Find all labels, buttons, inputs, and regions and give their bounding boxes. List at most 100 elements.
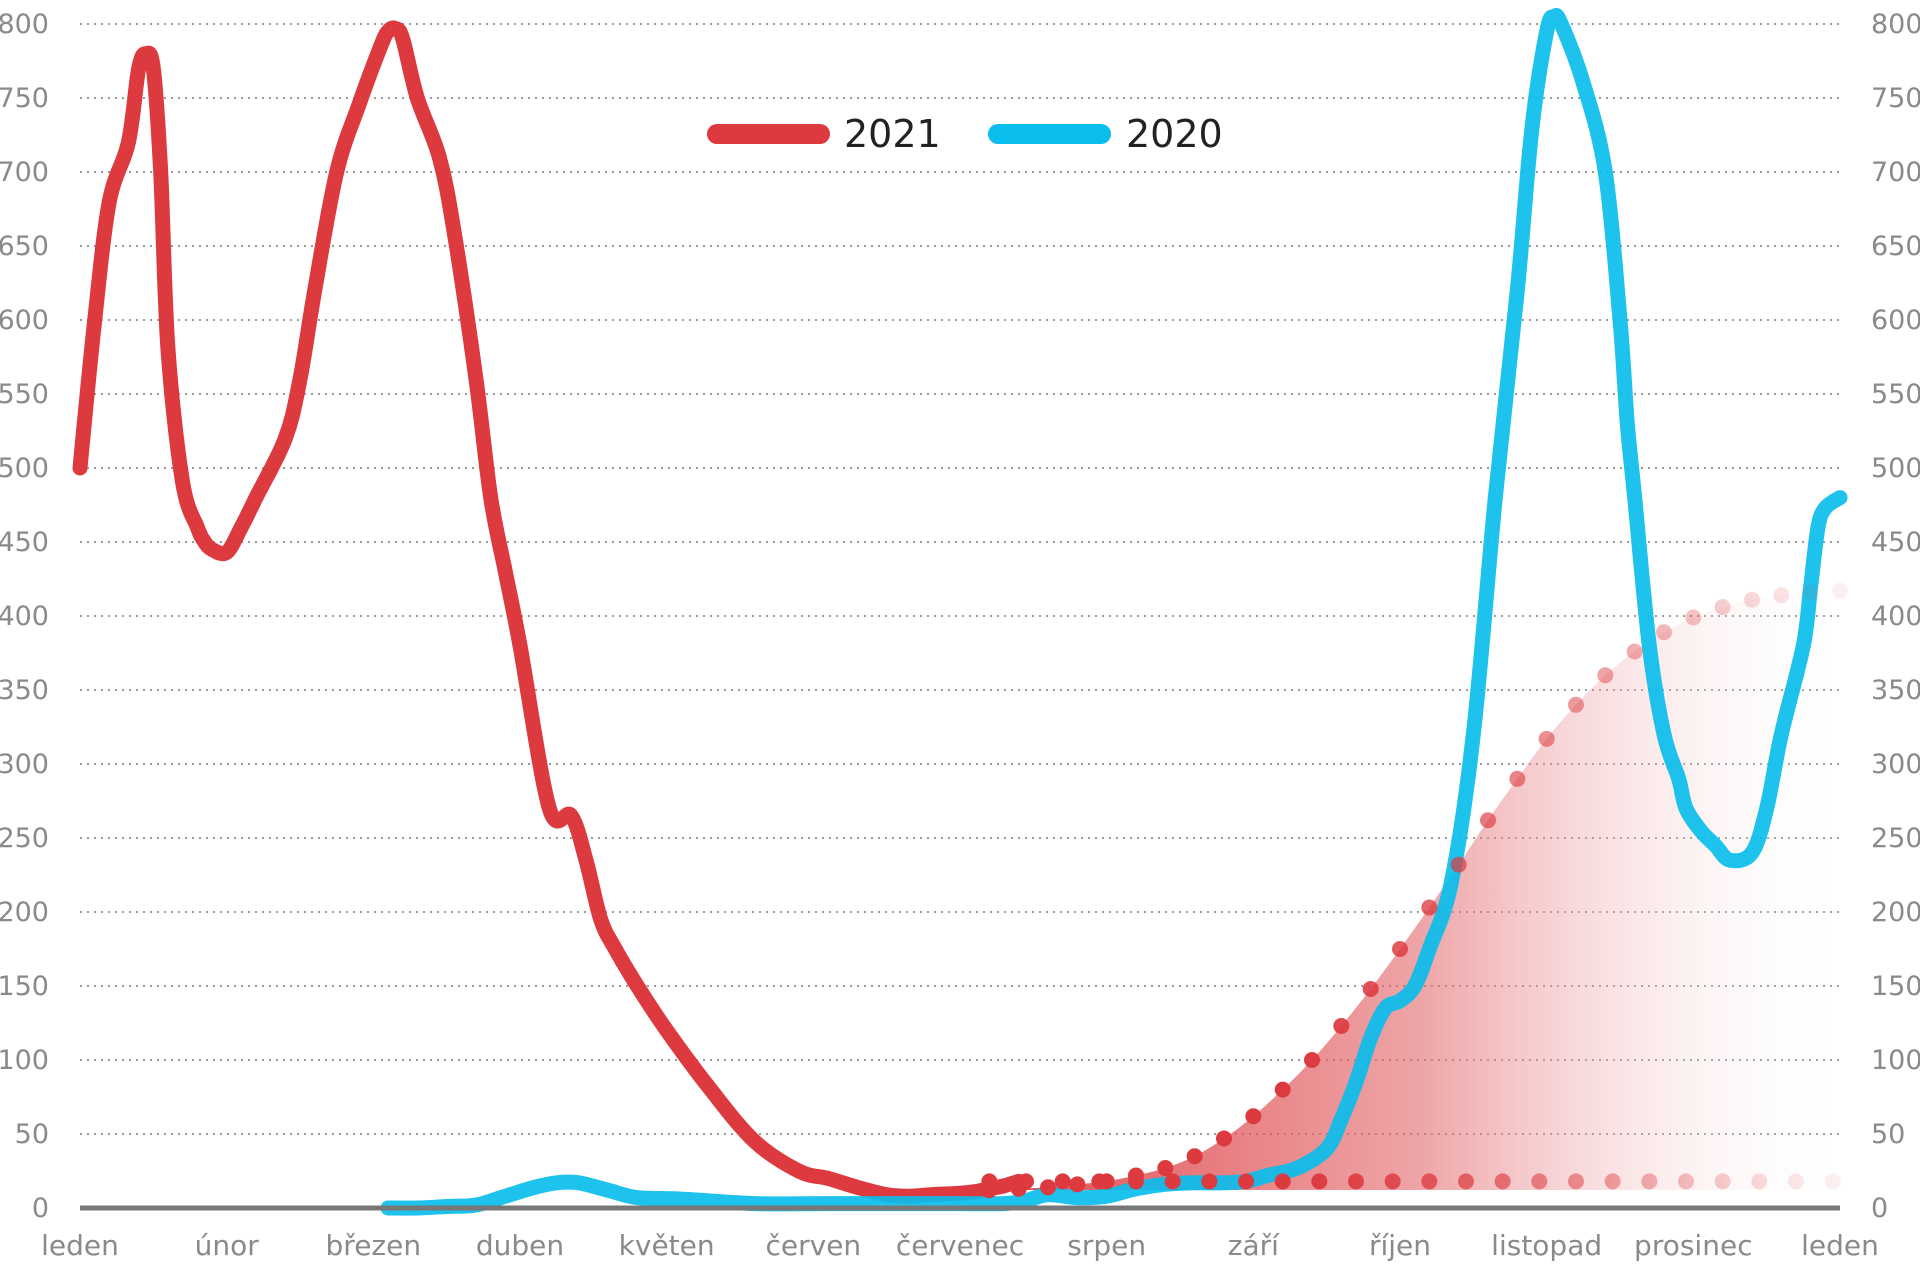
x-tick-label: červen bbox=[765, 1229, 861, 1262]
projection-dot bbox=[1538, 730, 1555, 747]
y-tick-label-right: 400 bbox=[1871, 601, 1920, 632]
projection-dot bbox=[1802, 584, 1819, 601]
baseline-dot bbox=[1494, 1173, 1511, 1190]
y-axis-right: 0 50 100 150 200 250 300 350 400 450 500 550 600 650 7… bbox=[1871, 9, 1920, 1224]
projection-dot bbox=[1744, 591, 1760, 608]
projection-dot bbox=[1098, 1173, 1115, 1190]
projection-dot bbox=[1010, 1180, 1027, 1197]
x-tick-label: březen bbox=[326, 1229, 422, 1262]
x-axis: leden únor březen duben květen červen červenec… bbox=[41, 1229, 1879, 1262]
baseline-dot bbox=[1458, 1173, 1474, 1190]
y-tick-label-left: 100 bbox=[0, 1045, 49, 1076]
baseline-dot bbox=[1054, 1173, 1071, 1190]
projection-dot bbox=[1333, 1017, 1350, 1034]
y-tick-label-left: 550 bbox=[0, 379, 49, 410]
baseline-dot bbox=[1421, 1173, 1438, 1190]
x-tick-label: leden bbox=[41, 1229, 119, 1262]
y-tick-label-right: 450 bbox=[1871, 527, 1920, 558]
projection-dot bbox=[1597, 667, 1614, 684]
y-tick-label-left: 200 bbox=[0, 897, 49, 928]
y-tick-label-right: 800 bbox=[1871, 9, 1920, 40]
series-line-2021 bbox=[72, 20, 1027, 1204]
y-tick-label-right: 0 bbox=[1871, 1193, 1888, 1224]
y-tick-label-left: 350 bbox=[0, 675, 49, 706]
y-tick-label-right: 650 bbox=[1871, 231, 1920, 262]
y-tick-label-right: 700 bbox=[1871, 157, 1920, 188]
projection-dot bbox=[981, 1182, 998, 1199]
y-tick-label-left: 500 bbox=[0, 453, 49, 484]
x-tick-label: prosinec bbox=[1634, 1229, 1753, 1262]
y-tick-label-left: 750 bbox=[0, 83, 49, 114]
baseline-dot bbox=[1604, 1173, 1621, 1190]
y-tick-label-right: 600 bbox=[1871, 305, 1920, 336]
baseline-dot bbox=[1714, 1173, 1731, 1190]
y-tick-label-left: 800 bbox=[0, 9, 49, 40]
baseline-dot bbox=[1311, 1173, 1328, 1190]
y-tick-label-right: 550 bbox=[1871, 379, 1920, 410]
baseline-dot bbox=[1751, 1173, 1768, 1190]
projection-area bbox=[989, 590, 1840, 1191]
legend-label-2021: 2021 bbox=[844, 112, 941, 156]
baseline-dot bbox=[1568, 1173, 1584, 1190]
x-tick-label: duben bbox=[476, 1229, 564, 1262]
y-tick-label-left: 400 bbox=[0, 601, 49, 632]
projection-dot bbox=[1832, 582, 1848, 599]
baseline-dot bbox=[1531, 1173, 1548, 1190]
projection-dot bbox=[1392, 941, 1408, 957]
dotted-series bbox=[981, 582, 1848, 1199]
y-tick-label-right: 50 bbox=[1871, 1119, 1905, 1150]
y-tick-label-right: 200 bbox=[1871, 897, 1920, 928]
series-lines bbox=[72, 8, 1848, 1216]
projection-dot bbox=[1128, 1167, 1144, 1184]
projection-dot bbox=[1069, 1176, 1086, 1193]
projection-dot bbox=[1304, 1052, 1320, 1068]
x-tick-label: únor bbox=[195, 1229, 260, 1262]
projection-dot bbox=[1450, 856, 1467, 873]
legend-label-2020: 2020 bbox=[1126, 112, 1223, 156]
x-tick-label: srpen bbox=[1067, 1229, 1146, 1262]
projection-dot bbox=[1480, 812, 1496, 829]
projection-dot bbox=[1626, 643, 1643, 660]
y-tick-label-right: 250 bbox=[1871, 823, 1920, 854]
projection-dot bbox=[1421, 899, 1438, 916]
y-tick-label-right: 150 bbox=[1871, 971, 1920, 1002]
projection-dot bbox=[1186, 1148, 1203, 1165]
y-axis-left: 0 50 100 150 200 250 300 350 400 450 500 550 600 650 7… bbox=[0, 9, 49, 1224]
y-tick-label-right: 350 bbox=[1871, 675, 1920, 706]
x-tick-label: červenec bbox=[896, 1229, 1024, 1262]
projection-dot bbox=[1656, 624, 1672, 641]
baseline-dot bbox=[1348, 1173, 1364, 1190]
y-tick-label-right: 100 bbox=[1871, 1045, 1920, 1076]
projection-dot bbox=[1157, 1160, 1174, 1177]
x-tick-label: říjen bbox=[1369, 1229, 1431, 1262]
projection-dot bbox=[1040, 1179, 1056, 1196]
legend: 2021 2020 bbox=[707, 112, 1223, 156]
projection-dot bbox=[1685, 609, 1702, 626]
series-line-2020 bbox=[380, 8, 1848, 1216]
x-tick-label: květen bbox=[619, 1229, 715, 1262]
y-tick-label-right: 500 bbox=[1871, 453, 1920, 484]
projection-dot bbox=[1362, 980, 1379, 997]
y-tick-label-left: 150 bbox=[0, 971, 49, 1002]
baseline-dot bbox=[1788, 1173, 1804, 1190]
projection-dot bbox=[1568, 696, 1584, 713]
y-tick-label-right: 300 bbox=[1871, 749, 1920, 780]
baseline-dot bbox=[1201, 1173, 1218, 1190]
baseline-dot bbox=[1824, 1173, 1841, 1190]
y-tick-label-left: 50 bbox=[15, 1119, 49, 1150]
baseline-dot bbox=[1641, 1173, 1658, 1190]
y-tick-label-left: 600 bbox=[0, 305, 49, 336]
y-tick-label-left: 250 bbox=[0, 823, 49, 854]
y-tick-label-left: 0 bbox=[32, 1193, 49, 1224]
y-tick-label-left: 700 bbox=[0, 157, 49, 188]
baseline-dot bbox=[1164, 1173, 1181, 1190]
baseline-dot bbox=[1678, 1173, 1694, 1190]
projection-dot bbox=[1274, 1081, 1291, 1098]
x-tick-label: září bbox=[1228, 1229, 1280, 1262]
projection-dot bbox=[1773, 587, 1790, 604]
projection-dot bbox=[1714, 599, 1731, 616]
projection-dot bbox=[1216, 1130, 1232, 1147]
y-tick-label-left: 450 bbox=[0, 527, 49, 558]
x-tick-label: listopad bbox=[1491, 1229, 1602, 1262]
